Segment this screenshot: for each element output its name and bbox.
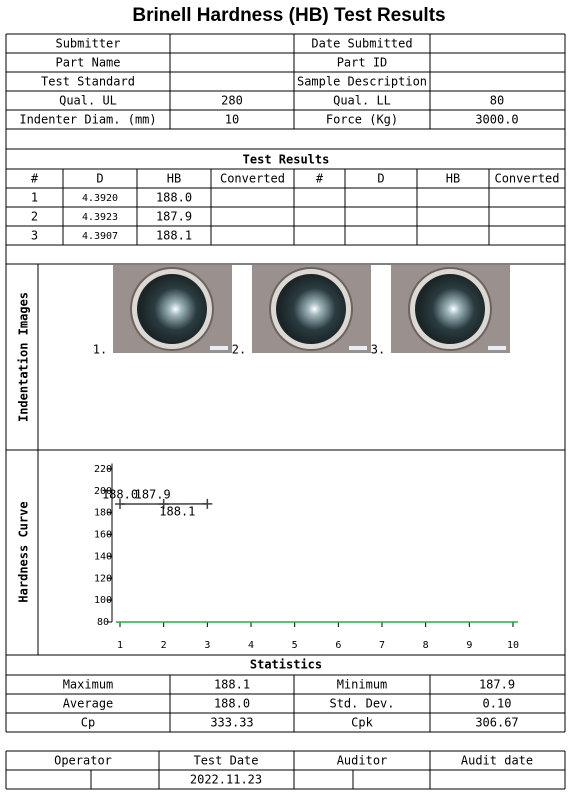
- image-caption: 1.: [93, 343, 107, 357]
- y-tick-label: 120: [94, 573, 112, 584]
- x-tick-label: 7: [379, 640, 385, 651]
- cell: 3: [31, 229, 38, 243]
- y-tick-label: 160: [94, 530, 112, 541]
- stat-value: 306.67: [475, 716, 518, 730]
- column-header: D: [96, 172, 103, 186]
- column-header: Converted: [220, 172, 285, 186]
- y-tick-label: 80: [97, 617, 109, 628]
- label: Test Date: [193, 754, 258, 768]
- cell: 1: [31, 191, 38, 205]
- stat-value: 187.9: [479, 678, 515, 692]
- stat-value: 188.0: [214, 697, 250, 711]
- y-tick-label: 200: [94, 486, 112, 497]
- column-header: HB: [446, 172, 460, 186]
- scale-bar: [210, 346, 228, 350]
- y-tick-label: 220: [94, 464, 112, 475]
- label: Qual. LL: [333, 94, 391, 108]
- scale-bar: [349, 346, 367, 350]
- data-marker: [115, 498, 125, 509]
- y-tick-label: 100: [94, 595, 112, 606]
- label: Auditor: [337, 754, 388, 768]
- data-label: 187.9: [135, 488, 171, 502]
- value: 3000.0: [475, 113, 518, 127]
- cell: 2: [31, 210, 38, 224]
- value: 80: [490, 94, 504, 108]
- y-tick-label: 180: [94, 508, 112, 519]
- label: Audit date: [461, 754, 533, 768]
- label: Force (Kg): [326, 113, 398, 127]
- x-tick-label: 9: [466, 640, 472, 651]
- cell: 188.0: [156, 191, 192, 205]
- label: Indenter Diam. (mm): [19, 113, 156, 127]
- indentation-pit: [415, 274, 485, 344]
- x-tick-label: 3: [204, 640, 210, 651]
- stat-label: Cp: [81, 716, 95, 730]
- data-marker: [202, 498, 213, 509]
- section-title: Statistics: [250, 658, 322, 672]
- data-label: 188.1: [159, 504, 195, 518]
- x-tick-label: 4: [248, 640, 254, 651]
- column-header: #: [31, 172, 39, 186]
- label: Part Name: [55, 56, 120, 70]
- cell: 4.3907: [82, 231, 118, 242]
- stat-label: Minimum: [337, 678, 388, 692]
- column-header: D: [377, 172, 384, 186]
- cell: 187.9: [156, 210, 192, 224]
- scale-bar: [488, 346, 506, 350]
- label: Test Standard: [41, 75, 135, 89]
- label: Operator: [54, 754, 112, 768]
- stat-label: Maximum: [63, 678, 114, 692]
- label: Qual. UL: [59, 94, 117, 108]
- section-label: Indentation Images: [17, 292, 31, 422]
- image-caption: 2.: [232, 343, 246, 357]
- indentation-pit: [276, 274, 346, 344]
- value: 2022.11.23: [190, 773, 262, 787]
- cell: 4.3920: [82, 193, 118, 204]
- label: Date Submitted: [311, 37, 412, 51]
- column-header: HB: [167, 172, 181, 186]
- y-tick-label: 140: [94, 551, 112, 562]
- indentation-pit: [137, 274, 207, 344]
- column-header: Converted: [494, 172, 559, 186]
- stat-label: Std. Dev.: [329, 697, 394, 711]
- stat-label: Average: [63, 697, 114, 711]
- cell: 4.3923: [82, 212, 118, 223]
- data-label: 188.0: [102, 487, 138, 501]
- cell: 188.1: [156, 229, 192, 243]
- x-tick-label: 8: [423, 640, 429, 651]
- report-title: Brinell Hardness (HB) Test Results: [132, 5, 445, 26]
- data-marker: [158, 499, 169, 510]
- stat-value: 188.1: [214, 678, 250, 692]
- x-tick-label: 5: [292, 640, 298, 651]
- x-tick-label: 1: [117, 640, 123, 651]
- label: Part ID: [337, 56, 388, 70]
- section-title: Test Results: [243, 153, 330, 167]
- value: 10: [225, 113, 239, 127]
- stat-value: 0.10: [483, 697, 512, 711]
- column-header: #: [316, 172, 324, 186]
- section-label: Hardness Curve: [17, 501, 31, 602]
- label: Submitter: [55, 37, 120, 51]
- value: 280: [221, 94, 243, 108]
- stat-label: Cpk: [351, 716, 373, 730]
- x-tick-label: 10: [507, 640, 519, 651]
- x-tick-label: 2: [161, 640, 167, 651]
- label: Sample Description: [297, 75, 427, 89]
- image-caption: 3.: [371, 343, 385, 357]
- x-tick-label: 6: [335, 640, 341, 651]
- stat-value: 333.33: [210, 716, 253, 730]
